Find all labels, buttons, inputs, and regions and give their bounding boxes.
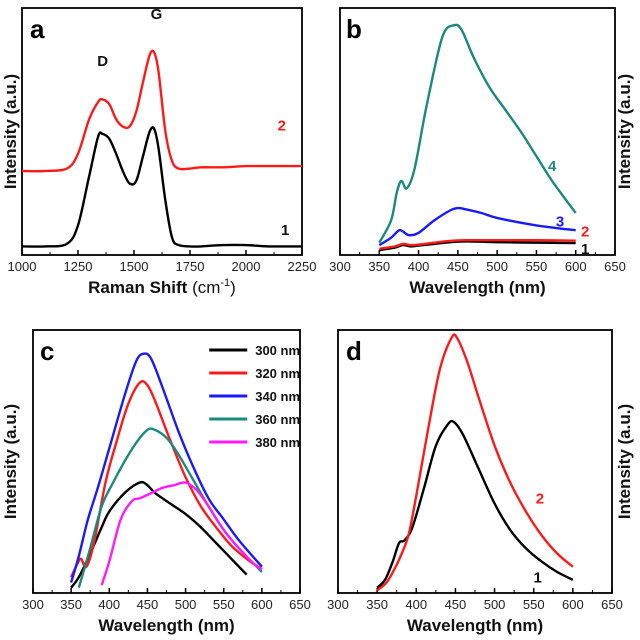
x-tick-label: 500 bbox=[486, 259, 508, 274]
x-tick-label: 300 bbox=[329, 259, 351, 274]
legend-entry: 380 nm bbox=[255, 435, 300, 450]
annotation-label: 1 bbox=[581, 241, 589, 258]
legend-entry: 320 nm bbox=[255, 366, 300, 381]
plot-frame bbox=[339, 7, 616, 256]
x-tick-label: 1250 bbox=[64, 259, 93, 274]
panel-letter: b bbox=[346, 14, 362, 44]
annotation-label: 3 bbox=[556, 214, 564, 231]
x-tick-label: 400 bbox=[405, 597, 427, 612]
y-axis-label: Intensity (a.u.) bbox=[615, 74, 634, 189]
panel-a: 1000 1250 1500 1750 2000 2250 Raman Shift (cm-… bbox=[1, 6, 316, 297]
x-tick-label: 350 bbox=[60, 597, 82, 612]
series-line-4 bbox=[378, 23, 577, 244]
panel-d: 300 350 400 450 500 550 600 650 Wavelength (nm) I… bbox=[327, 329, 634, 635]
x-tick-label: 450 bbox=[445, 597, 467, 612]
x-tick-label: 350 bbox=[366, 597, 388, 612]
x-tick-label: 600 bbox=[251, 597, 273, 612]
series-line-380-nm bbox=[100, 481, 263, 586]
annotation-label: D bbox=[97, 53, 108, 70]
x-tick-label: 1500 bbox=[120, 259, 149, 274]
series-line-360-nm bbox=[77, 427, 263, 589]
x-tick-label: 650 bbox=[604, 259, 626, 274]
x-tick-label: 300 bbox=[327, 597, 349, 612]
annotation-label: G bbox=[151, 6, 163, 23]
x-tick-label: 450 bbox=[447, 259, 469, 274]
series-line-340-nm bbox=[69, 352, 263, 583]
x-tick-label: 300 bbox=[22, 597, 44, 612]
x-tick-label: 2000 bbox=[232, 259, 261, 274]
panel-letter: c bbox=[40, 336, 54, 366]
panel-c: 300 350 400 450 500 550 600 650 Wavelength (nm) I… bbox=[1, 329, 311, 635]
x-tick-label: 2250 bbox=[288, 259, 317, 274]
annotation-label: 2 bbox=[581, 223, 589, 240]
x-axis-label: Raman Shift (cm-1) bbox=[88, 277, 236, 297]
x-axis-label: Wavelength (nm) bbox=[98, 616, 234, 635]
x-tick-label: 600 bbox=[562, 597, 584, 612]
x-tick-label: 600 bbox=[565, 259, 587, 274]
annotation-label: 2 bbox=[536, 491, 544, 508]
x-tick-label: 400 bbox=[408, 259, 430, 274]
x-tick-label: 400 bbox=[98, 597, 120, 612]
series-line-300-nm bbox=[70, 480, 248, 589]
legend-entry: 360 nm bbox=[255, 412, 300, 427]
x-tick-label: 550 bbox=[213, 597, 235, 612]
panel-letter: d bbox=[346, 336, 362, 366]
legend-entry: 340 nm bbox=[255, 389, 300, 404]
series-line-1 bbox=[21, 126, 303, 248]
x-axis-label: Wavelength (nm) bbox=[407, 616, 543, 635]
x-axis-label: Wavelength (nm) bbox=[409, 278, 545, 297]
annotation-label: 1 bbox=[281, 222, 289, 239]
annotation-label: 2 bbox=[278, 117, 286, 134]
series-line-2 bbox=[376, 333, 574, 592]
x-tick-label: 500 bbox=[484, 597, 506, 612]
x-tick-label: 500 bbox=[175, 597, 197, 612]
y-axis-label: Intensity (a.u.) bbox=[1, 404, 20, 519]
y-axis-label: Intensity (a.u.) bbox=[615, 404, 634, 519]
series-line-2 bbox=[379, 238, 576, 250]
annotation-label: 1 bbox=[533, 569, 541, 586]
x-tick-label: 550 bbox=[526, 259, 548, 274]
x-tick-label: 1750 bbox=[176, 259, 205, 274]
x-tick-label: 550 bbox=[523, 597, 545, 612]
annotation-label: 4 bbox=[548, 158, 557, 175]
x-tick-label: 450 bbox=[137, 597, 159, 612]
x-tick-label: 650 bbox=[289, 597, 311, 612]
plot-frame bbox=[21, 7, 303, 256]
x-tick-label: 350 bbox=[368, 259, 390, 274]
panel-letter: a bbox=[30, 14, 45, 44]
y-axis-label: Intensity (a.u.) bbox=[1, 74, 20, 189]
series-line-1 bbox=[376, 419, 574, 589]
x-tick-label: 650 bbox=[601, 597, 623, 612]
legend-entry: 300 nm bbox=[255, 343, 300, 358]
series-line-3 bbox=[378, 206, 576, 247]
x-tick-label: 1000 bbox=[8, 259, 37, 274]
panel-b: 300 350 400 450 500 550 600 650 Wavelength (nm) I… bbox=[329, 7, 634, 297]
series-line-2 bbox=[21, 49, 302, 173]
